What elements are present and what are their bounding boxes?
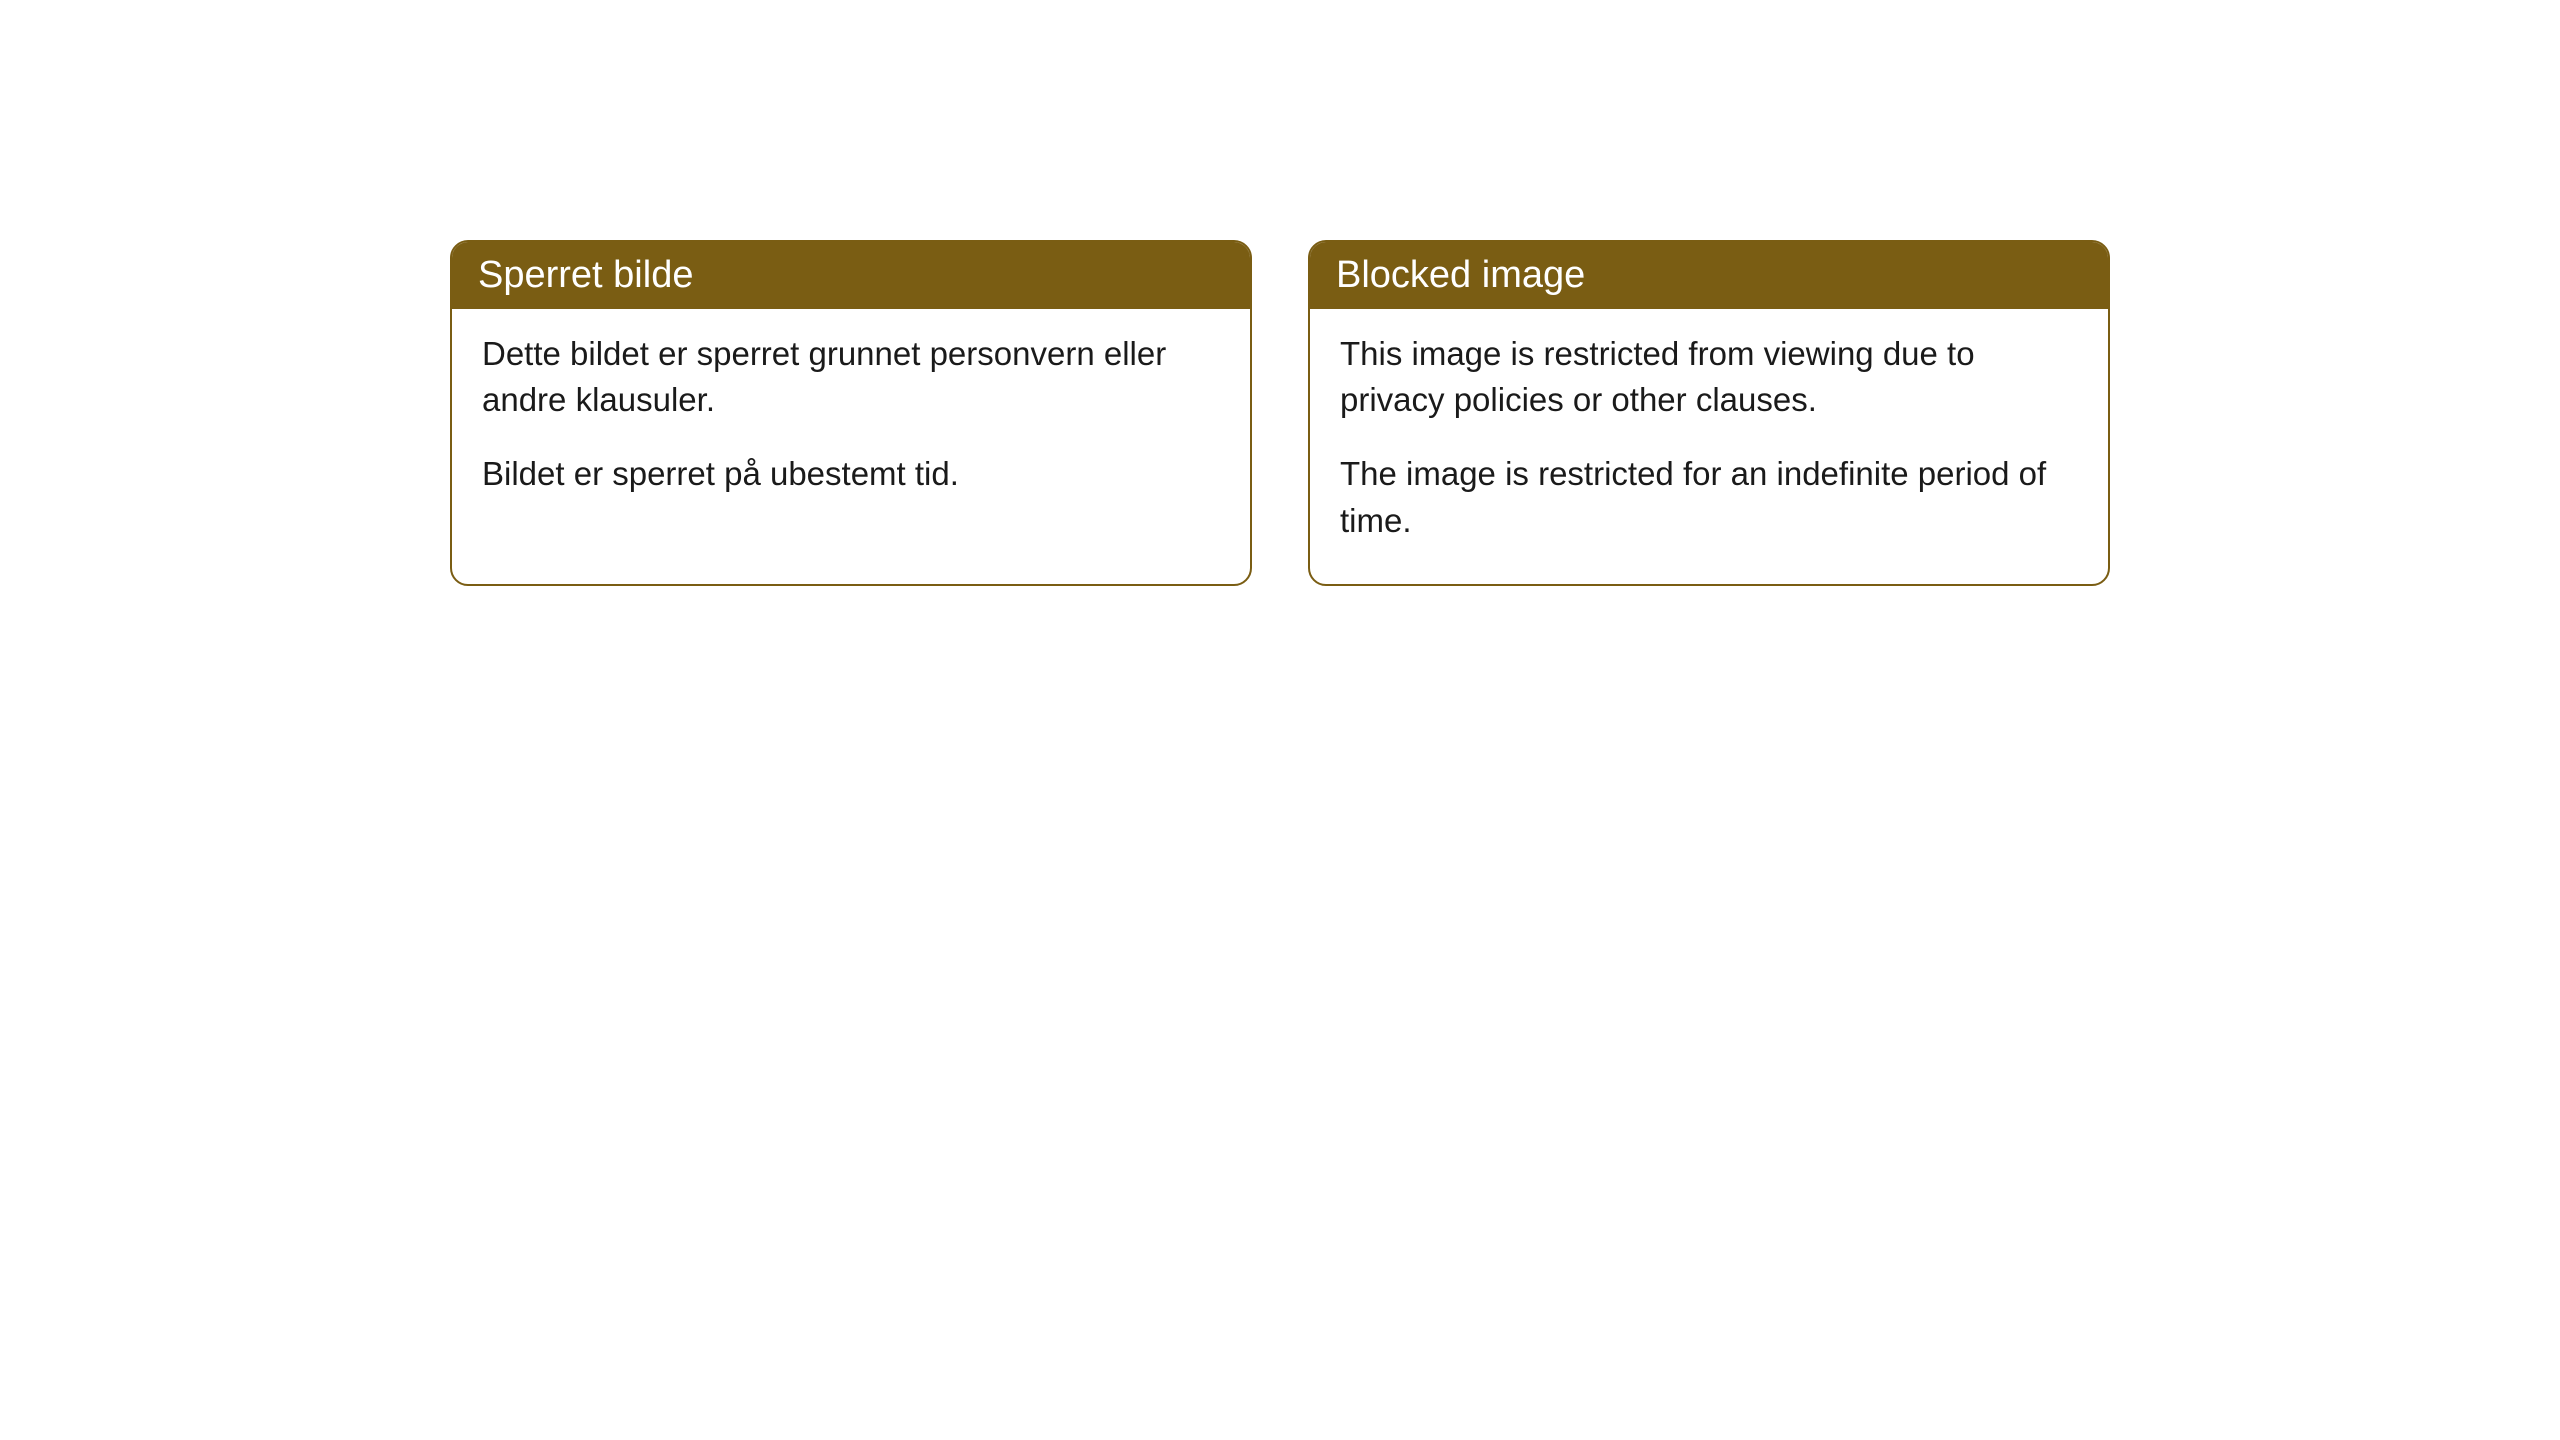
blocked-image-card-english: Blocked image This image is restricted f… (1308, 240, 2110, 586)
blocked-image-card-norwegian: Sperret bilde Dette bildet er sperret gr… (450, 240, 1252, 586)
card-header: Sperret bilde (452, 242, 1250, 309)
card-title: Sperret bilde (478, 254, 693, 296)
card-paragraph-2: Bildet er sperret på ubestemt tid. (482, 451, 1220, 497)
card-title: Blocked image (1336, 254, 1585, 296)
card-header: Blocked image (1310, 242, 2108, 309)
card-body: Dette bildet er sperret grunnet personve… (452, 309, 1250, 538)
card-paragraph-1: Dette bildet er sperret grunnet personve… (482, 331, 1220, 423)
card-paragraph-1: This image is restricted from viewing du… (1340, 331, 2078, 423)
card-body: This image is restricted from viewing du… (1310, 309, 2108, 584)
notice-container: Sperret bilde Dette bildet er sperret gr… (0, 0, 2560, 586)
card-paragraph-2: The image is restricted for an indefinit… (1340, 451, 2078, 543)
